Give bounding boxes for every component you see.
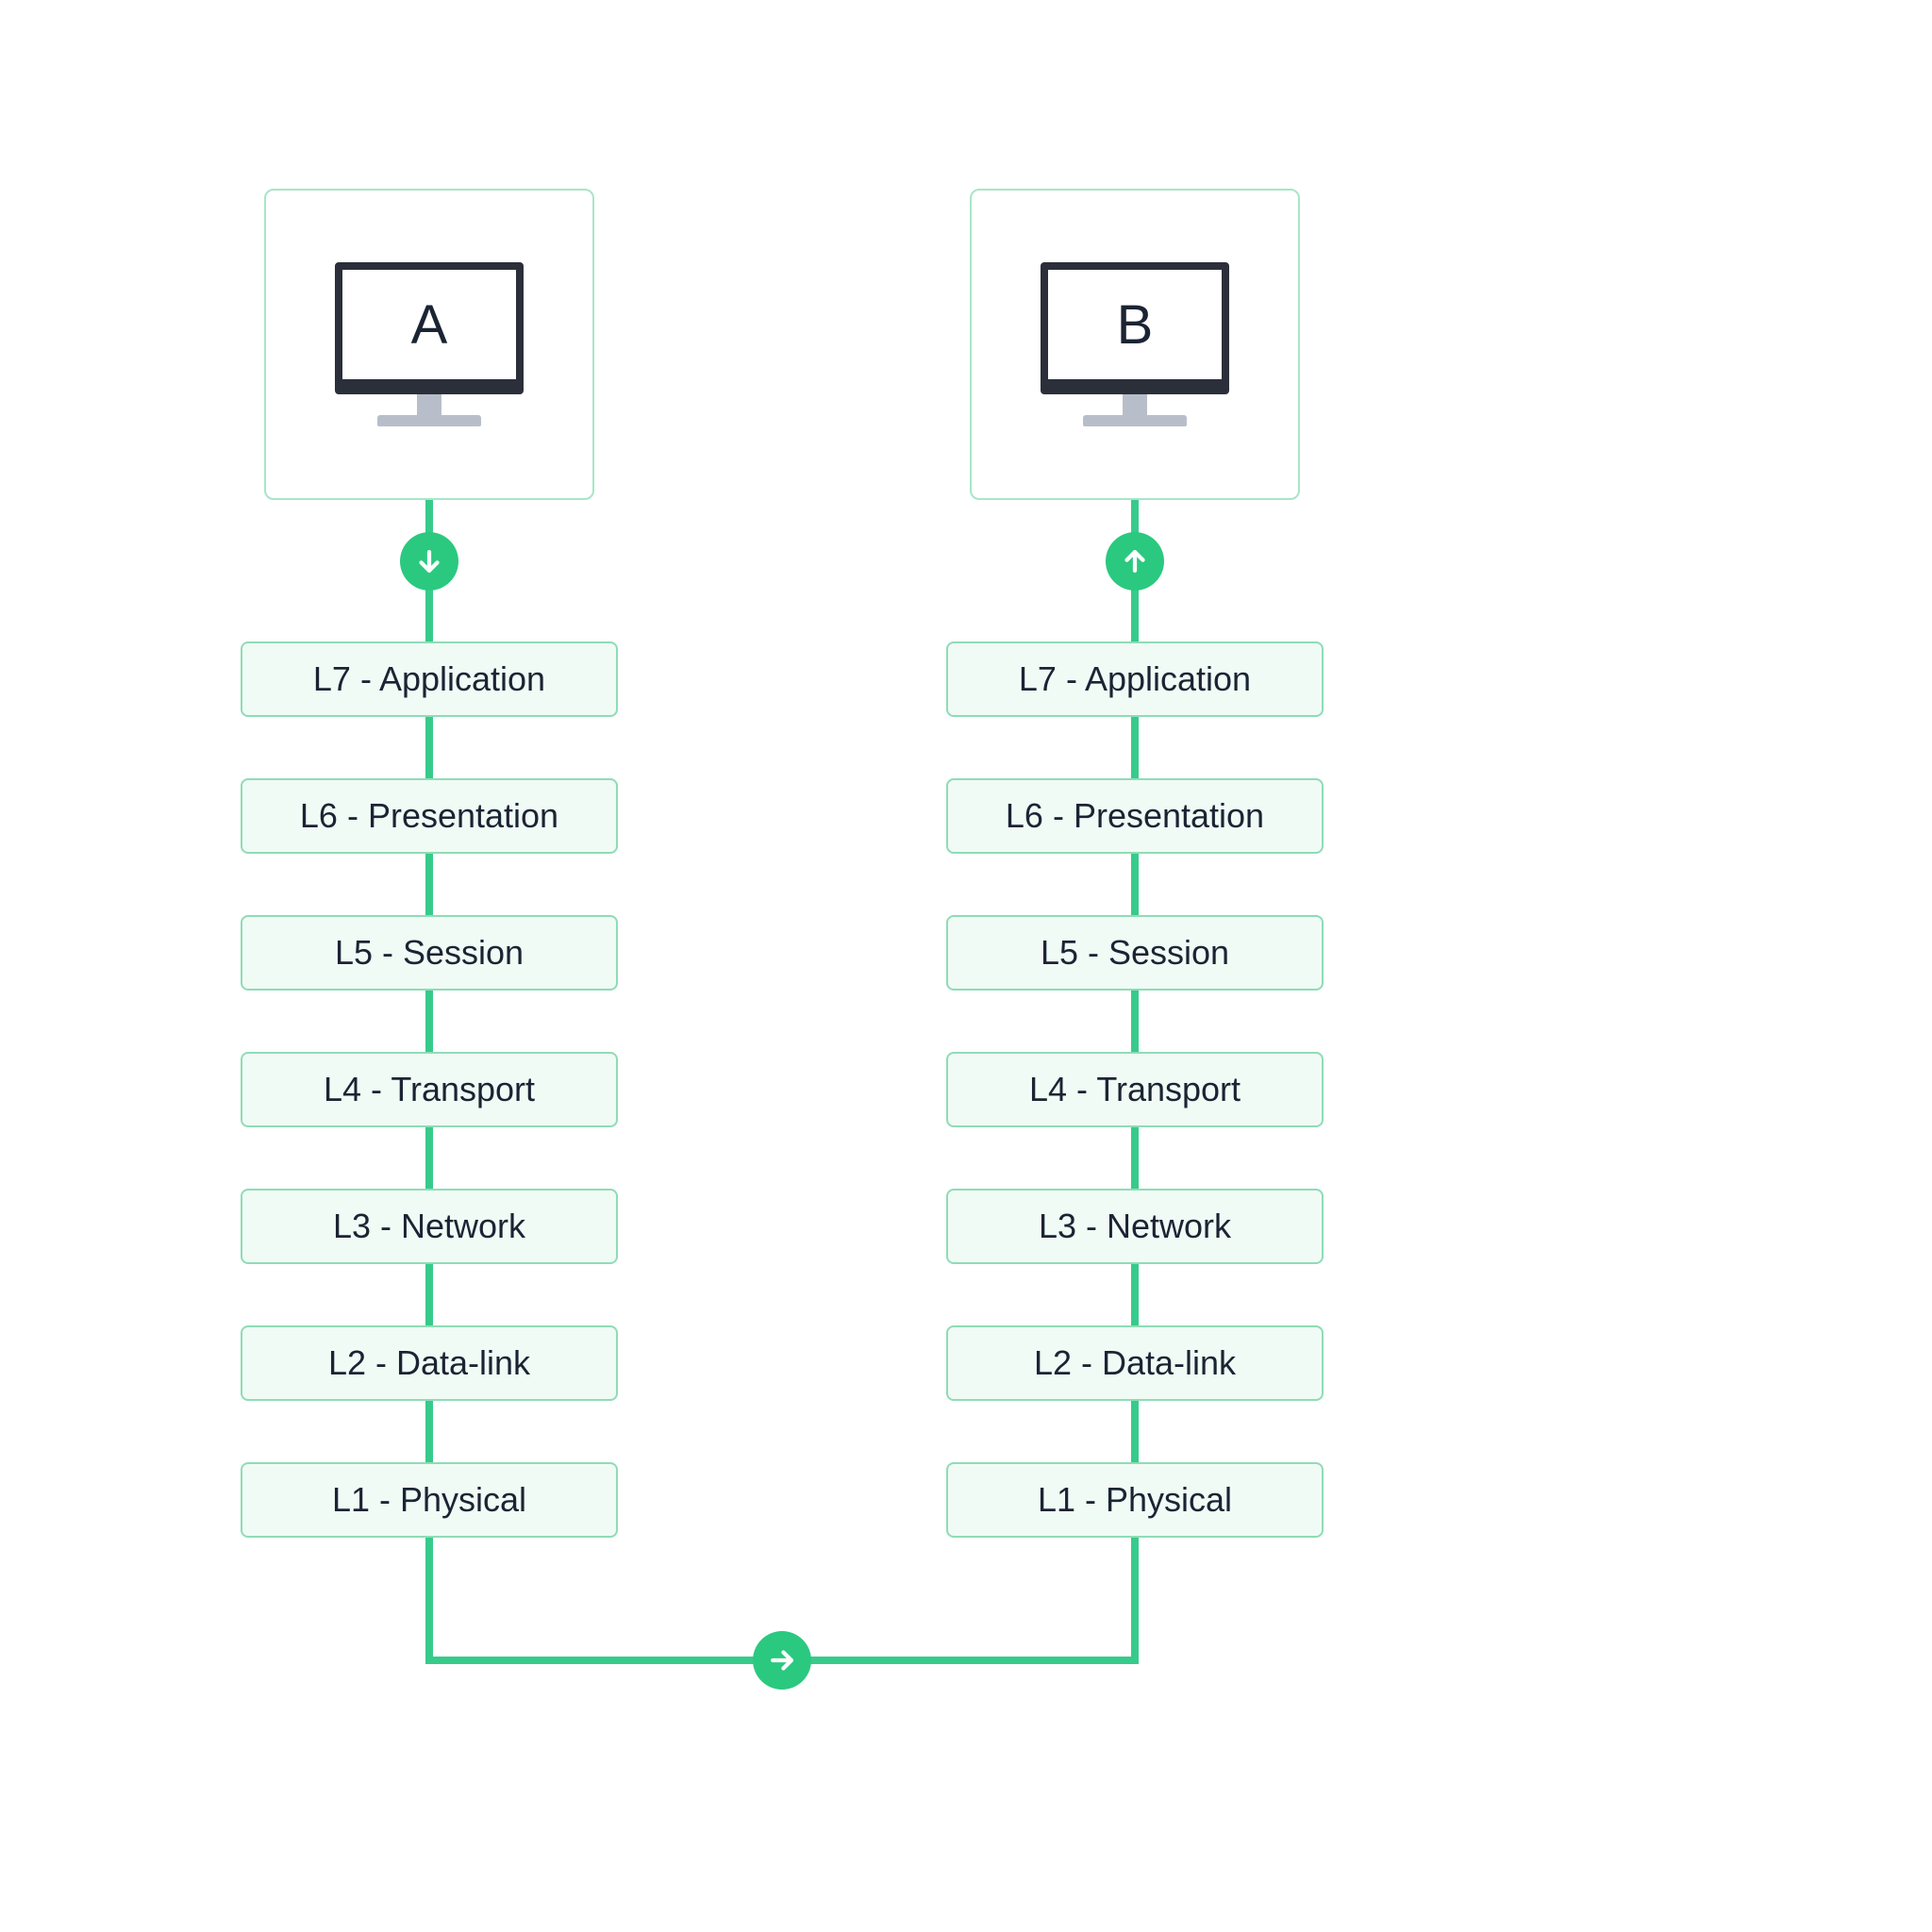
layer-label: L3 - Network <box>333 1207 525 1246</box>
layer-label: L4 - Transport <box>324 1070 535 1109</box>
layer-label: L1 - Physical <box>1038 1480 1232 1520</box>
layer-box-right: L6 - Presentation <box>946 778 1324 854</box>
arrow-down-icon <box>400 532 458 591</box>
layer-label: L6 - Presentation <box>300 796 558 836</box>
layer-box-left: L3 - Network <box>241 1189 618 1264</box>
monitor-b: B <box>1041 262 1229 426</box>
layer-label: L2 - Data-link <box>1034 1343 1236 1383</box>
layer-box-right: L4 - Transport <box>946 1052 1324 1127</box>
layer-label: L1 - Physical <box>332 1480 526 1520</box>
layer-box-left: L4 - Transport <box>241 1052 618 1127</box>
monitor-stand-base <box>1083 415 1187 426</box>
monitor-screen: B <box>1041 262 1229 394</box>
layer-box-right: L7 - Application <box>946 641 1324 717</box>
layer-label: L2 - Data-link <box>328 1343 530 1383</box>
layer-label: L3 - Network <box>1039 1207 1231 1246</box>
layer-label: L6 - Presentation <box>1006 796 1264 836</box>
layer-box-left: L2 - Data-link <box>241 1325 618 1401</box>
layer-box-right: L3 - Network <box>946 1189 1324 1264</box>
layer-box-left: L7 - Application <box>241 641 618 717</box>
arrow-right-icon <box>753 1631 811 1690</box>
layer-label: L7 - Application <box>1019 659 1251 699</box>
layer-box-left: L5 - Session <box>241 915 618 991</box>
monitor-stand-neck <box>417 394 441 415</box>
host-box-b: B <box>970 189 1300 500</box>
host-label: B <box>1117 293 1154 357</box>
monitor-stand-neck <box>1123 394 1147 415</box>
arrow-up-icon <box>1106 532 1164 591</box>
monitor-stand-base <box>377 415 481 426</box>
layer-label: L7 - Application <box>313 659 545 699</box>
monitor-screen: A <box>335 262 524 394</box>
layer-label: L5 - Session <box>335 933 524 973</box>
layer-label: L4 - Transport <box>1029 1070 1241 1109</box>
layer-box-left: L1 - Physical <box>241 1462 618 1538</box>
monitor-a: A <box>335 262 524 426</box>
layer-box-right: L2 - Data-link <box>946 1325 1324 1401</box>
layer-box-left: L6 - Presentation <box>241 778 618 854</box>
layer-box-right: L5 - Session <box>946 915 1324 991</box>
layer-label: L5 - Session <box>1041 933 1229 973</box>
host-box-a: A <box>264 189 594 500</box>
host-label: A <box>411 293 448 357</box>
layer-box-right: L1 - Physical <box>946 1462 1324 1538</box>
